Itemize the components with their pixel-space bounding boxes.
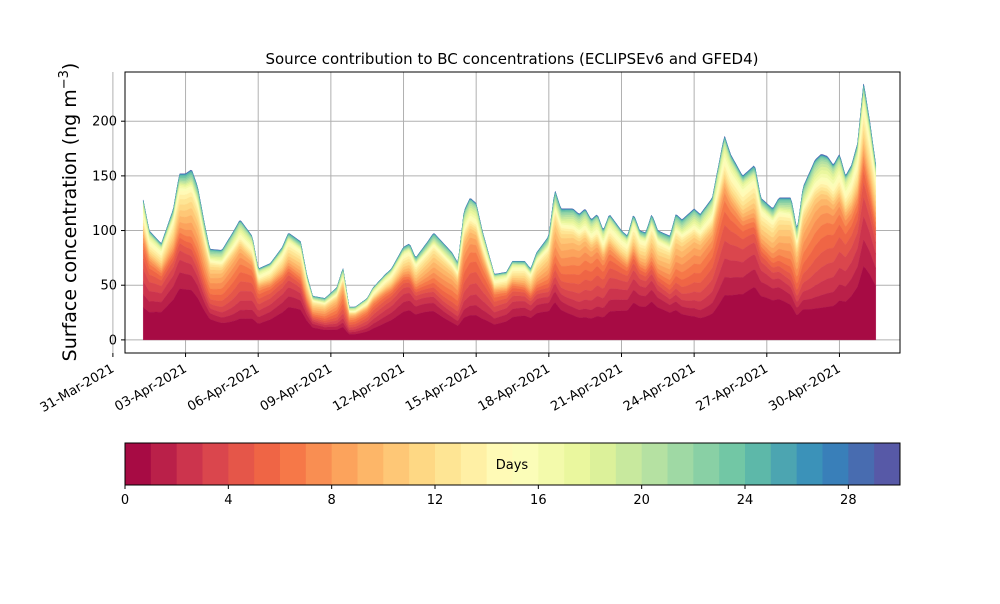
colorbar-bin — [125, 443, 152, 485]
colorbar-bin — [228, 443, 255, 485]
colorbar-bin — [615, 443, 643, 485]
colorbar-bin — [590, 443, 617, 485]
colorbar-bin — [693, 443, 720, 485]
chart-title: Source contribution to BC concentrations… — [265, 50, 758, 68]
colorbar-bin — [822, 443, 849, 485]
x-tick-label: 27-Apr-2021 — [694, 361, 771, 414]
x-tick-label: 18-Apr-2021 — [476, 361, 553, 414]
x-tick-label: 30-Apr-2021 — [766, 361, 843, 414]
colorbar-bin — [409, 443, 436, 485]
colorbar-bin — [305, 443, 333, 485]
y-tick-label: 0 — [109, 333, 117, 348]
y-axis-label-exponent: −3 — [57, 70, 72, 89]
colorbar-bin — [150, 443, 178, 485]
x-tick-label: 12-Apr-2021 — [330, 361, 407, 414]
colorbar-bin — [538, 443, 565, 485]
colorbar: 0 4 8 12 16 20 24 28 — [121, 442, 901, 508]
colorbar-bin — [874, 443, 901, 485]
colorbar-tick-label: 16 — [530, 493, 547, 508]
area-layer-day-0 — [143, 266, 876, 341]
colorbar-bin — [202, 443, 229, 485]
x-tick-label: 21-Apr-2021 — [548, 361, 625, 414]
colorbar-bin — [280, 443, 307, 485]
colorbar-label: Days — [496, 458, 529, 473]
stacked-area-series — [143, 83, 876, 341]
colorbar-tick-label: 28 — [840, 493, 857, 508]
colorbar-bin — [796, 443, 823, 485]
y-tick-label: 50 — [100, 279, 117, 294]
x-tick-label: 03-Apr-2021 — [112, 361, 189, 414]
y-tick-label: 100 — [92, 224, 117, 239]
colorbar-bin — [564, 443, 591, 485]
colorbar-bin — [719, 443, 746, 485]
colorbar-bin — [745, 443, 772, 485]
y-axis-label-close: ) — [59, 63, 81, 70]
colorbar-tick-label: 24 — [737, 493, 754, 508]
colorbar-bin — [512, 443, 539, 485]
x-tick-label: 09-Apr-2021 — [258, 361, 335, 414]
colorbar-bin — [383, 443, 410, 485]
plot-frame — [124, 71, 901, 354]
colorbar-bin — [848, 443, 875, 485]
colorbar-tick-label: 8 — [328, 493, 336, 508]
colorbar-bin — [641, 443, 668, 485]
x-tick-label: 24-Apr-2021 — [621, 361, 698, 414]
y-axis-label: Surface concentration (ng m−3) — [57, 63, 81, 362]
colorbar-frame — [124, 442, 901, 486]
x-tick-label: 31-Mar-2021 — [38, 361, 117, 415]
colorbar-bin — [460, 443, 488, 485]
colorbar-tick-label: 20 — [633, 493, 650, 508]
y-tick-label: 200 — [92, 115, 117, 130]
y-axis: 0 50 100 150 200 — [92, 115, 125, 348]
colorbar-bin — [331, 443, 358, 485]
colorbar-bin — [770, 443, 798, 485]
colorbar-bin — [667, 443, 694, 485]
colorbar-tick-label: 4 — [224, 493, 232, 508]
colorbar-tick-label: 0 — [121, 493, 129, 508]
colorbar-bin — [176, 443, 203, 485]
colorbar-bin — [357, 443, 384, 485]
x-tick-label: 06-Apr-2021 — [185, 361, 262, 414]
x-tick-label: 15-Apr-2021 — [403, 361, 480, 414]
y-tick-label: 150 — [92, 169, 117, 184]
x-axis: 31-Mar-202103-Apr-202106-Apr-202109-Apr-… — [38, 353, 843, 416]
colorbar-bin — [486, 443, 513, 485]
colorbar-tick-label: 12 — [427, 493, 444, 508]
colorbar-bin — [435, 443, 462, 485]
colorbar-bin — [254, 443, 281, 485]
